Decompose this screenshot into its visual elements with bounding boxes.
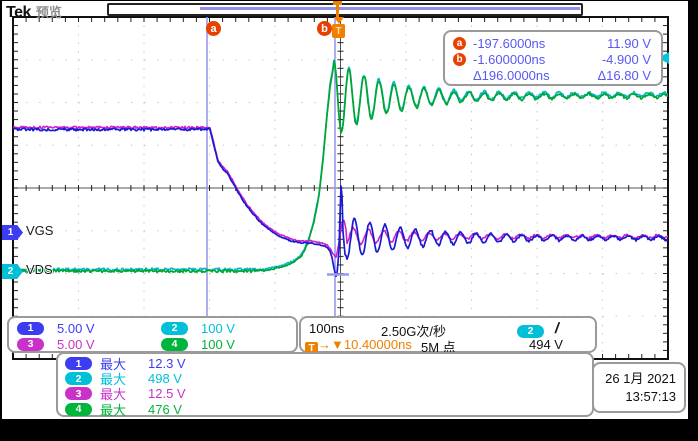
- trigger-level-arrow[interactable]: [658, 52, 669, 64]
- measurements-panel[interactable]: 1 最大 12.3 V 2 最大 498 V 3 最大 12.5 V 4 最大 …: [56, 352, 594, 418]
- ch1-scale-value: 5.00 V: [57, 320, 95, 336]
- record-trigger-position-marker[interactable]: [336, 1, 339, 17]
- ch2-meas-badge: 2: [65, 372, 92, 386]
- ch1-position-marker[interactable]: 1: [2, 225, 23, 240]
- ch1-marker-number: 1: [7, 227, 14, 238]
- cursor-a-value: 11.90 V: [607, 35, 651, 51]
- ch4-meas-name: 最大: [100, 402, 127, 418]
- scope-screen: Tek 预览 a b T 1 VGS 2 VDS a -197.6000ns 1…: [2, 1, 688, 419]
- trigger-delay-icon: T: [305, 342, 318, 355]
- ch4-meas-badge: 4: [65, 402, 92, 416]
- horizontal-trigger-panel[interactable]: 100ns 2.50G次/秒 2 / T →▼10.40000ns 5M 点 49…: [299, 316, 597, 355]
- cursor-b-marker[interactable]: b: [317, 21, 332, 36]
- ch1-meas-badge: 1: [65, 357, 92, 371]
- ch3-scale-cell[interactable]: 3 5.00 V: [17, 336, 95, 352]
- trigger-level-value: 494 V: [529, 337, 563, 352]
- cursor-readout-panel[interactable]: a -197.6000ns 11.90 V b -1.600000ns -4.9…: [443, 30, 663, 86]
- ch2-position-marker[interactable]: 2: [2, 264, 23, 279]
- ch2-scale-cell[interactable]: 2 100 V: [161, 320, 235, 336]
- cursor-b-icon: b: [453, 52, 466, 66]
- measurement-row-ch2: 2 最大 498 V: [58, 371, 592, 388]
- sample-rate-value: 2.50G次/秒: [381, 324, 447, 339]
- cursor-a-icon: a: [453, 36, 466, 50]
- record-view-window[interactable]: [200, 7, 580, 10]
- trigger-delay-value: 10.40000ns: [343, 337, 412, 352]
- ch2-marker-number: 2: [7, 266, 14, 277]
- cursor-a-label: a: [210, 22, 217, 35]
- cursor-a-time: -197.6000ns: [473, 35, 546, 51]
- ch3-meas-value: 12.5 V: [148, 386, 186, 402]
- ch4-scale-cell[interactable]: 4 100 V: [161, 336, 235, 352]
- tek-logo: Tek 预览: [6, 2, 62, 22]
- trigger-position-arrow-icon[interactable]: [334, 17, 344, 24]
- trigger-flag-label: T: [335, 25, 342, 37]
- acquisition-mode-badge: 预览: [35, 5, 62, 20]
- ch2-scale-value: 100 V: [201, 320, 235, 336]
- channel-scale-panel[interactable]: 1 5.00 V 2 100 V 3 5.00 V 4 100 V: [7, 316, 298, 353]
- ch3-scale-value: 5.00 V: [57, 336, 95, 352]
- measurement-row-ch3: 3 最大 12.5 V: [58, 386, 592, 403]
- ch4-badge[interactable]: 4: [161, 337, 188, 351]
- date-value: 26 1月 2021: [605, 371, 676, 386]
- cursor-a-row: a -197.6000ns 11.90 V: [453, 35, 651, 51]
- ch2-signal-label: VDS: [26, 262, 53, 277]
- ch1-signal-label: VGS: [26, 223, 54, 238]
- ch4-scale-value: 100 V: [201, 336, 235, 352]
- measurement-row-ch1: 1 最大 12.3 V: [58, 356, 592, 373]
- datetime-panel[interactable]: 26 1月 2021 13:57:13: [592, 362, 686, 413]
- cursor-delta-row: Δ196.0000ns Δ16.80 V: [453, 67, 651, 83]
- ch1-scale-cell[interactable]: 1 5.00 V: [17, 320, 95, 336]
- ch2-meas-name: 最大: [100, 372, 127, 388]
- ch1-badge[interactable]: 1: [17, 321, 44, 335]
- timebase-value: 100ns: [309, 321, 345, 336]
- ch2-meas-value: 498 V: [148, 371, 182, 387]
- ch4-meas-value: 476 V: [148, 401, 182, 417]
- ch3-meas-name: 最大: [100, 387, 127, 403]
- time-value: 13:57:13: [625, 389, 676, 404]
- cursor-delta-time: Δ196.0000ns: [473, 67, 550, 83]
- cursor-b-label: b: [321, 22, 328, 35]
- record-length-value: 5M 点: [421, 340, 456, 355]
- ch1-meas-value: 12.3 V: [148, 356, 186, 372]
- ch3-meas-badge: 3: [65, 387, 92, 401]
- cursor-b-value: -4.900 V: [601, 51, 651, 67]
- cursor-b-row: b -1.600000ns -4.900 V: [453, 51, 651, 67]
- ch3-badge[interactable]: 3: [17, 337, 44, 351]
- ch1-meas-name: 最大: [100, 357, 127, 373]
- ch2-badge[interactable]: 2: [161, 321, 188, 335]
- trigger-delay-arrows: →▼: [318, 337, 344, 352]
- brand-text: Tek: [6, 4, 31, 21]
- cursor-a-marker[interactable]: a: [206, 21, 221, 36]
- trigger-source-badge[interactable]: 2: [517, 322, 544, 338]
- trigger-position-flag[interactable]: T: [332, 24, 345, 38]
- cursor-delta-value: Δ16.80 V: [597, 67, 652, 83]
- measurement-row-ch4: 4 最大 476 V: [58, 401, 592, 418]
- trigger-delay-row: T →▼10.40000ns: [305, 337, 412, 355]
- cursor-b-time: -1.600000ns: [473, 51, 546, 67]
- trigger-slope-icon: /: [553, 320, 561, 337]
